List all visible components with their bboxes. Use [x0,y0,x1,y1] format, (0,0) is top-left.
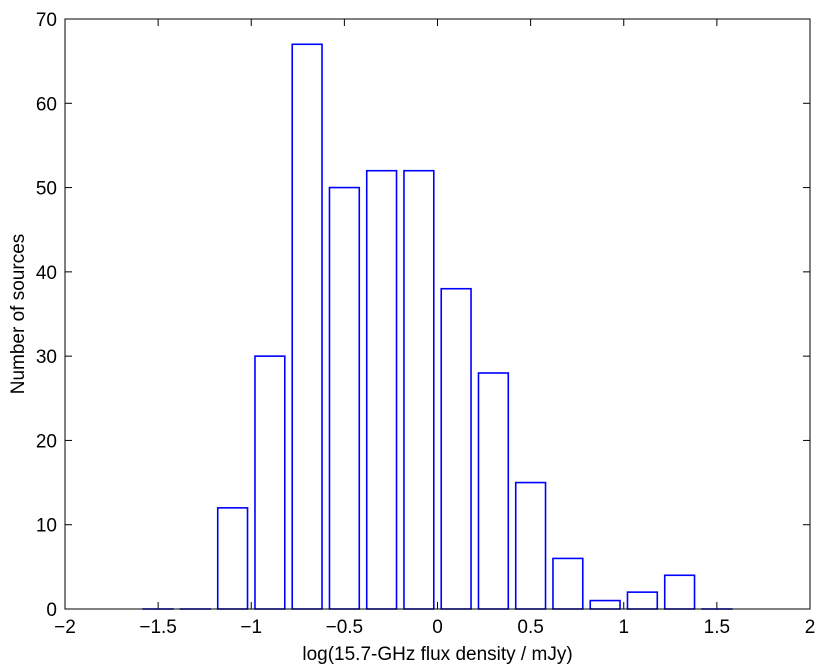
x-tick-label: 0 [432,617,443,638]
histogram-bar [328,186,361,610]
histogram-bar [403,169,435,610]
y-tick-label: 40 [36,263,57,284]
histogram-bar [552,557,584,610]
histogram-bar [216,507,249,610]
ticks-layer [64,18,811,610]
histogram-bar [663,574,696,610]
plot-frame [64,18,811,610]
histogram-bar [514,481,547,610]
y-tick-label: 30 [36,347,57,368]
x-tick-label: 0.5 [517,617,543,638]
y-tick-label: 0 [46,600,57,621]
x-tick-label: 1.5 [704,617,730,638]
histogram-bar [440,287,472,610]
x-tick-label: 1 [618,617,629,638]
y-tick-label: 20 [36,431,57,452]
y-tick-label: 50 [36,179,57,200]
histogram-bar [589,599,621,610]
x-tick-label: −0.5 [326,617,364,638]
x-tick-label: 2 [805,617,816,638]
y-axis-label: Number of sources [8,234,29,395]
histogram-bar [365,169,398,610]
x-tick-label: −1.5 [139,617,177,638]
x-tick-label: −2 [54,617,76,638]
bars-layer [142,43,733,610]
y-tick-label: 60 [36,94,57,115]
y-tick-label: 10 [36,516,57,537]
histogram-bar [477,372,510,610]
x-tick-labels: −2 −1.5 −1 −0.5 0 0.5 1 1.5 2 [54,617,815,638]
histogram-bar [626,591,659,610]
histogram-bar [291,43,323,610]
x-tick-label: −1 [240,617,262,638]
x-axis-label: log(15.7-GHz flux density / mJy) [302,644,572,665]
histogram-bar [254,355,286,610]
y-tick-label: 70 [36,10,57,31]
y-tick-labels: 0 10 20 30 40 50 60 70 [36,10,57,621]
